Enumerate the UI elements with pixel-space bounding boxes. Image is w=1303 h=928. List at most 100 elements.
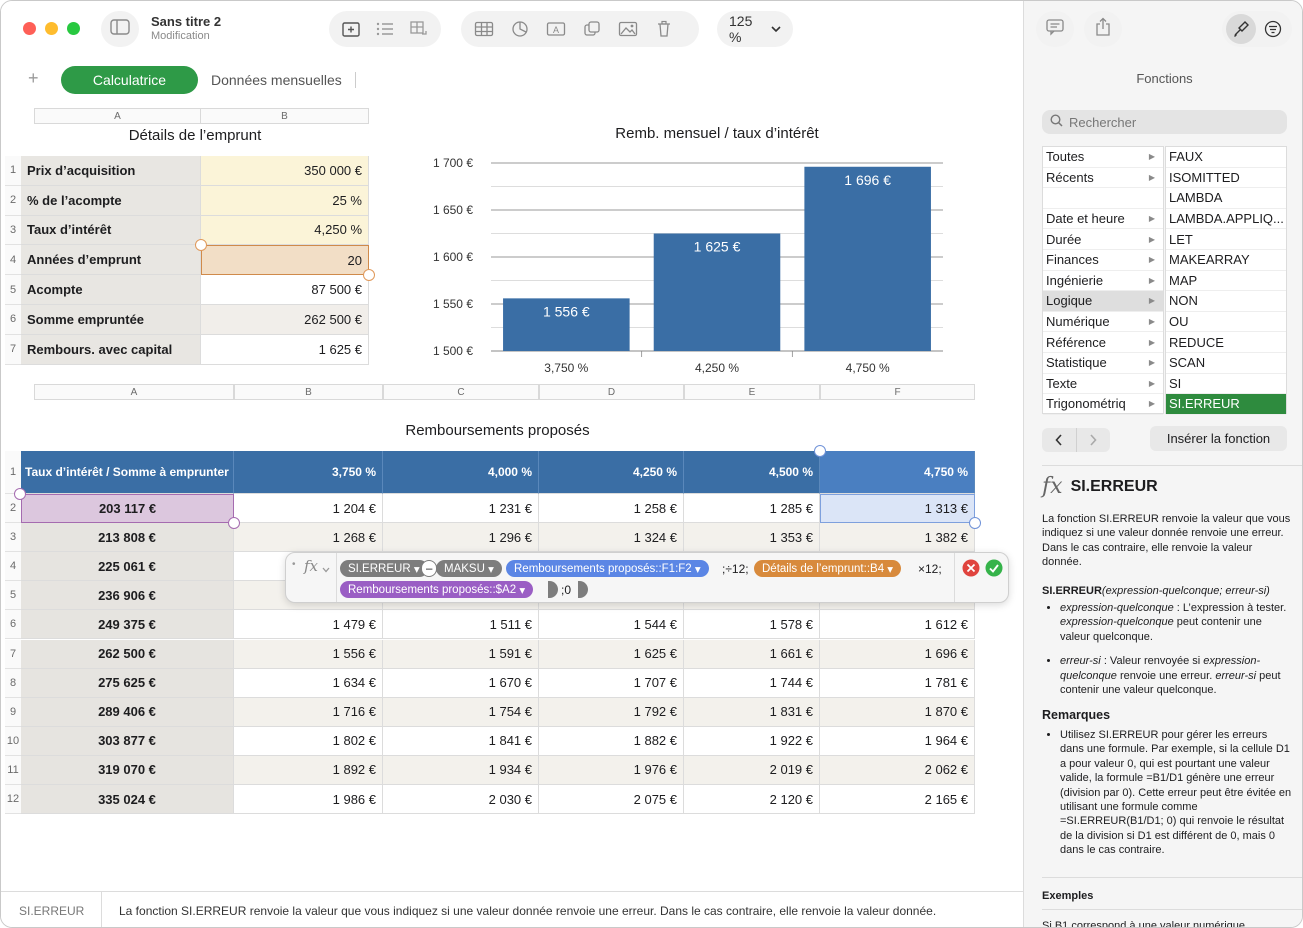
payment-cell[interactable]: 1 612 € — [820, 610, 975, 640]
loan-row-value[interactable]: 1 625 € — [201, 334, 369, 365]
payment-cell[interactable]: 1 964 € — [820, 726, 975, 756]
payment-cell[interactable]: 1 831 € — [684, 697, 820, 727]
function-item[interactable]: SI.ERREUR — [1166, 394, 1286, 415]
selection-handle[interactable] — [228, 517, 240, 529]
payment-cell[interactable]: 1 511 € — [383, 610, 539, 640]
table-header-rate[interactable]: 4,250 % — [539, 451, 684, 494]
payment-cell[interactable]: 1 716 € — [234, 697, 383, 727]
payment-cell[interactable]: 2 165 € — [820, 785, 975, 815]
function-item[interactable]: SCAN — [1166, 353, 1286, 374]
table-header-rate[interactable]: 4,000 % — [383, 451, 539, 494]
row-number[interactable]: 5 — [5, 581, 21, 611]
category-item[interactable]: Texte ▶ — [1043, 374, 1163, 395]
loan-row-label[interactable]: Somme empruntée — [21, 305, 201, 335]
payment-cell[interactable]: 2 019 € — [684, 755, 820, 785]
payment-cell[interactable]: 2 030 € — [383, 785, 539, 815]
reorganize-icon[interactable] — [409, 18, 429, 40]
loan-row-value[interactable]: 262 500 € — [201, 305, 369, 335]
category-item[interactable]: Récents ▶ — [1043, 168, 1163, 189]
column-header-f[interactable]: F — [820, 384, 975, 400]
row-number[interactable]: 5 — [5, 275, 21, 305]
table-header-corner[interactable]: Taux d’intérêt / Somme à emprunter — [21, 451, 234, 494]
loan-amount-cell[interactable]: 335 024 € — [21, 785, 234, 815]
row-number[interactable]: 7 — [5, 639, 21, 669]
loan-amount-cell[interactable]: 275 625 € — [21, 668, 234, 698]
column-header-b[interactable]: B — [234, 384, 383, 400]
payment-cell[interactable]: 1 707 € — [539, 668, 684, 698]
column-header-a[interactable]: A — [34, 108, 201, 124]
loan-amount-cell[interactable]: 236 906 € — [21, 581, 234, 611]
selection-handle[interactable] — [363, 269, 375, 282]
bar-chart[interactable]: 1 500 € 1 550 € 1 600 € 1 650 € 1 700 € 1 556… — [421, 151, 961, 381]
function-item[interactable]: LAMBDA.APPLIQ... — [1166, 209, 1286, 230]
row-number[interactable]: 4 — [5, 245, 21, 276]
table-header-rate[interactable]: 4,500 % — [684, 451, 820, 494]
function-item[interactable]: LET — [1166, 229, 1286, 250]
function-item[interactable]: MAP — [1166, 271, 1286, 292]
payment-cell[interactable]: 1 696 € — [820, 639, 975, 669]
row-number[interactable]: 3 — [5, 523, 21, 553]
loan-row-label[interactable]: Acompte — [21, 275, 201, 305]
payment-cell[interactable]: 1 231 € — [383, 494, 539, 524]
payment-cell[interactable]: 1 296 € — [383, 523, 539, 553]
payments-table-title[interactable]: Remboursements proposés — [405, 422, 590, 439]
column-header-c[interactable]: C — [383, 384, 539, 400]
loan-amount-cell[interactable]: 262 500 € — [21, 639, 234, 669]
forward-button[interactable] — [1077, 428, 1111, 452]
payment-cell[interactable]: 1 353 € — [684, 523, 820, 553]
loan-row-label[interactable]: Années d’emprunt — [21, 245, 201, 276]
category-item[interactable]: Ingénierie ▶ — [1043, 271, 1163, 292]
payment-cell[interactable]: 1 634 € — [234, 668, 383, 698]
cancel-formula-button[interactable] — [962, 559, 980, 582]
loan-amount-cell[interactable]: 213 808 € — [21, 523, 234, 553]
category-item[interactable]: Numérique ▶ — [1043, 312, 1163, 333]
column-header-d[interactable]: D — [539, 384, 684, 400]
media-icon[interactable] — [617, 18, 639, 40]
category-item[interactable]: Logique ▶ — [1043, 291, 1163, 312]
payment-cell[interactable]: 1 870 € — [820, 697, 975, 727]
payment-cell[interactable]: 1 544 € — [539, 610, 684, 640]
payment-cell[interactable]: 1 556 € — [234, 639, 383, 669]
loan-row-label[interactable]: % de l’acompte — [21, 185, 201, 216]
loan-row-label[interactable]: Taux d’intérêt — [21, 215, 201, 246]
close-window-button[interactable] — [23, 22, 36, 35]
column-header-e[interactable]: E — [684, 384, 820, 400]
payment-cell[interactable]: 1 313 € — [820, 494, 975, 524]
formula-reference-token[interactable]: Remboursements proposés::F1:F2 ▾ — [506, 560, 709, 577]
formula-reference-token[interactable]: Remboursements proposés::$A2 ▾ — [340, 581, 534, 598]
category-item[interactable]: Finances ▶ — [1043, 250, 1163, 271]
selection-handle[interactable] — [814, 445, 826, 457]
loan-row-label[interactable]: Rembours. avec capital — [21, 334, 201, 365]
loan-row-value[interactable]: 20 — [201, 245, 369, 276]
payment-cell[interactable]: 1 324 € — [539, 523, 684, 553]
row-number[interactable]: 11 — [5, 755, 21, 785]
function-item[interactable]: NON — [1166, 291, 1286, 312]
comment-button[interactable] — [1036, 11, 1074, 47]
back-button[interactable] — [1042, 428, 1077, 452]
payment-cell[interactable]: 1 892 € — [234, 755, 383, 785]
payment-cell[interactable]: 2 120 € — [684, 785, 820, 815]
formula-reference-token[interactable]: Détails de l’emprunt::B4 ▾ — [754, 560, 902, 577]
payment-cell[interactable]: 2 062 € — [820, 755, 975, 785]
function-search-input[interactable]: Rechercher — [1042, 110, 1287, 134]
row-number[interactable]: 8 — [5, 668, 21, 698]
share-button[interactable] — [1084, 11, 1122, 47]
loan-amount-cell[interactable]: 319 070 € — [21, 755, 234, 785]
list-icon[interactable] — [375, 18, 395, 40]
payment-cell[interactable]: 1 802 € — [234, 726, 383, 756]
row-number[interactable]: 6 — [5, 305, 21, 335]
row-number[interactable]: 2 — [5, 494, 21, 524]
selection-handle[interactable] — [195, 239, 207, 252]
loan-amount-cell[interactable]: 249 375 € — [21, 610, 234, 640]
chart-title[interactable]: Remb. mensuel / taux d’intérêt — [615, 125, 819, 142]
drag-handle-icon[interactable]: • — [292, 559, 296, 570]
category-item[interactable]: Date et heure ▶ — [1043, 209, 1163, 230]
loan-amount-cell[interactable]: 289 406 € — [21, 697, 234, 727]
function-item[interactable]: SI — [1166, 374, 1286, 395]
payment-cell[interactable]: 1 285 € — [684, 494, 820, 524]
loan-amount-cell[interactable]: 203 117 € — [21, 494, 234, 524]
chart-icon[interactable] — [509, 18, 531, 40]
formula-editor[interactable]: • fx SI.ERREUR ▾ – MAKSU ▾ Remboursement… — [285, 552, 1009, 603]
zoom-window-button[interactable] — [67, 22, 80, 35]
document-title[interactable]: Sans titre 2 — [151, 14, 222, 29]
